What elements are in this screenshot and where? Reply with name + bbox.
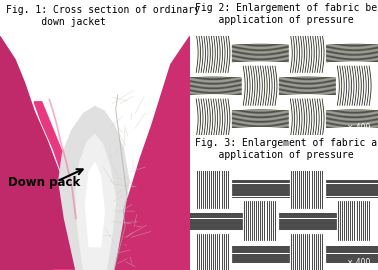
- Text: × 400: × 400: [347, 123, 370, 132]
- Text: Down pack: Down pack: [8, 176, 80, 189]
- Text: × 400: × 400: [347, 258, 370, 267]
- Text: Fig. 1: Cross section of ordinary
      down jacket: Fig. 1: Cross section of ordinary down j…: [6, 5, 200, 27]
- Polygon shape: [76, 134, 116, 270]
- Polygon shape: [0, 36, 85, 270]
- Polygon shape: [85, 163, 104, 247]
- Text: Fig 2: Enlargement of fabric before
    application of pressure: Fig 2: Enlargement of fabric before appl…: [195, 3, 378, 25]
- Polygon shape: [34, 102, 95, 270]
- Text: Fig. 3: Enlargement of fabric after
    application of pressure: Fig. 3: Enlargement of fabric after appl…: [195, 138, 378, 160]
- Polygon shape: [104, 36, 190, 270]
- Polygon shape: [59, 107, 129, 270]
